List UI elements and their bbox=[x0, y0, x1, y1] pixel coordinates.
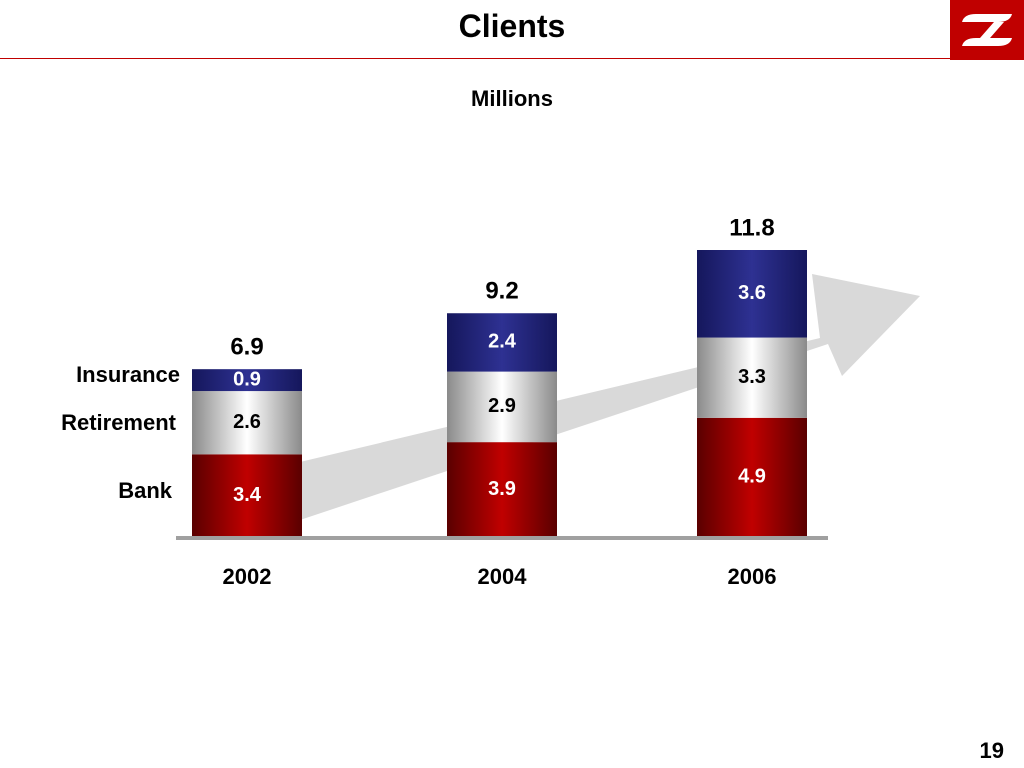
legend-label-retirement: Retirement bbox=[61, 410, 177, 435]
bar-segment-retirement-2006 bbox=[697, 337, 807, 418]
bar-segment-insurance-2006 bbox=[697, 250, 807, 338]
data-label-bank-2002: 3.4 bbox=[233, 484, 262, 506]
data-label-bank-2004: 3.9 bbox=[488, 478, 516, 500]
data-label-retirement-2002: 2.6 bbox=[233, 411, 261, 433]
data-label-bank-2006: 4.9 bbox=[738, 466, 766, 488]
slide-title: Clients bbox=[458, 8, 566, 44]
total-label-2002: 6.9 bbox=[230, 334, 263, 361]
data-label-retirement-2004: 2.9 bbox=[488, 395, 516, 417]
company-logo-icon bbox=[950, 0, 1024, 60]
bar-segment-bank-2004 bbox=[447, 442, 557, 537]
total-label-2006: 11.8 bbox=[729, 214, 774, 241]
bar-segment-retirement-2004 bbox=[447, 371, 557, 443]
category-label-2004: 2004 bbox=[478, 564, 528, 589]
bar-segment-bank-2002 bbox=[192, 454, 302, 537]
bar-segment-insurance-2002 bbox=[192, 369, 302, 392]
data-label-insurance-2006: 3.6 bbox=[738, 282, 766, 304]
legend-label-bank: Bank bbox=[118, 478, 173, 503]
data-label-insurance-2004: 2.4 bbox=[488, 331, 517, 353]
bar-segment-retirement-2002 bbox=[192, 391, 302, 455]
title-divider bbox=[0, 58, 950, 59]
bar-segment-bank-2006 bbox=[697, 417, 807, 537]
page-number: 19 bbox=[979, 738, 1004, 763]
trend-arrow bbox=[300, 274, 920, 520]
data-label-retirement-2006: 3.3 bbox=[738, 366, 766, 388]
category-label-2006: 2006 bbox=[728, 564, 777, 589]
legend-label-insurance: Insurance bbox=[76, 362, 180, 387]
chart-subtitle: Millions bbox=[471, 86, 553, 111]
data-label-insurance-2002: 0.9 bbox=[233, 368, 261, 390]
total-label-2004: 9.2 bbox=[485, 278, 518, 305]
bar-segment-insurance-2004 bbox=[447, 313, 557, 372]
category-label-2002: 2002 bbox=[223, 564, 272, 589]
